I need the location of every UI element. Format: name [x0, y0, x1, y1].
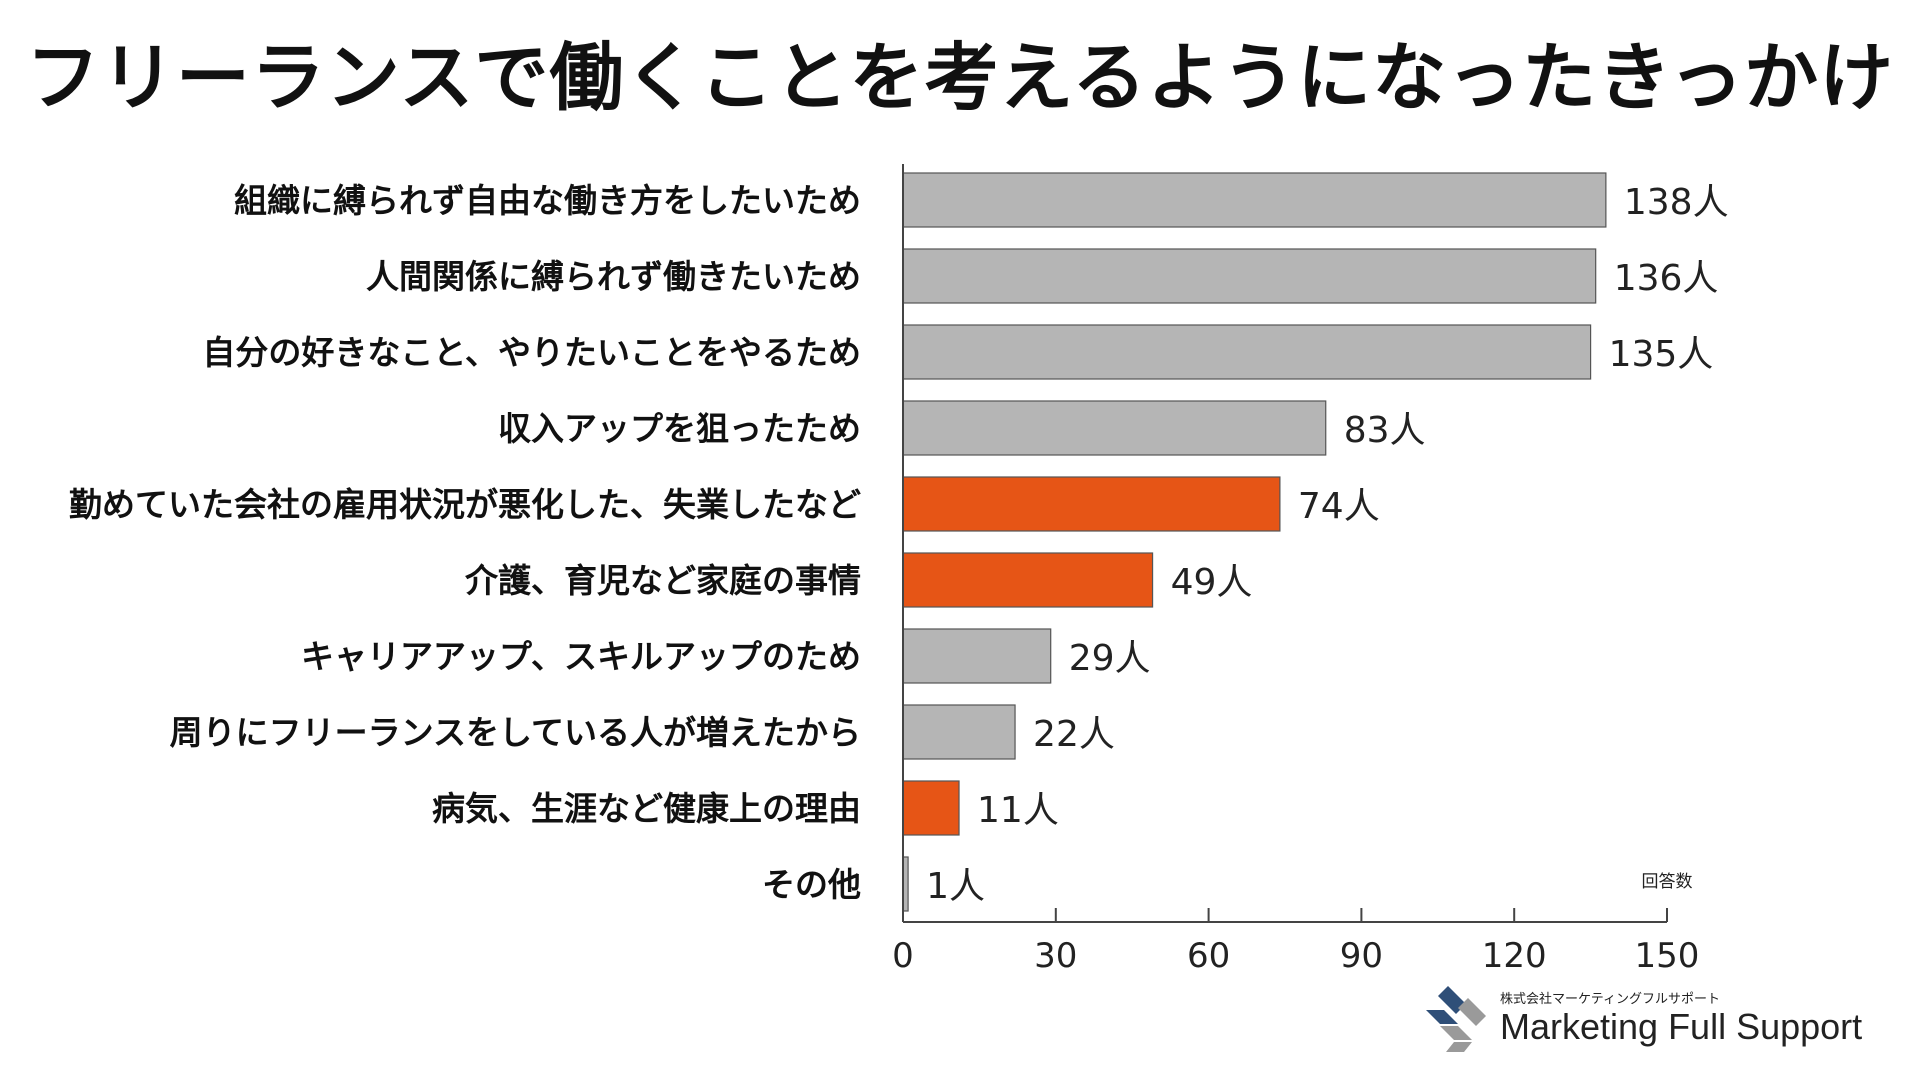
bar — [902, 552, 1154, 608]
data-label: 74人 — [1298, 486, 1380, 527]
x-tick-label: 120 — [1482, 936, 1547, 976]
bar — [902, 704, 1016, 760]
x-tick-label: 90 — [1340, 936, 1383, 976]
x-tick-label: 150 — [1635, 936, 1700, 976]
chart-title: フリーランスで働くことを考えるようになったきっかけ — [25, 35, 1895, 121]
company-logo: 株式会社マーケティングフルサポート Marketing Full Support — [1418, 980, 1898, 1060]
category-label: 病気、生涯など健康上の理由 — [432, 789, 861, 828]
bar — [902, 476, 1281, 532]
x-tick-label: 30 — [1034, 936, 1077, 976]
data-label: 29人 — [1069, 638, 1151, 679]
bar — [902, 628, 1052, 684]
data-label: 83人 — [1344, 410, 1426, 451]
bar — [902, 248, 1597, 304]
x-tick-label: 0 — [892, 936, 914, 976]
category-label: 自分の好きなこと、やりたいことをやるため — [202, 333, 861, 372]
bar — [902, 324, 1592, 380]
category-label: 周りにフリーランスをしている人が増えたから — [170, 713, 861, 752]
category-label: キャリアアップ、スキルアップのため — [301, 637, 861, 676]
x-tick-label: 60 — [1187, 936, 1230, 976]
logo-mark-icon — [1426, 986, 1486, 1052]
category-label: 組織に縛られず自由な働き方をしたいため — [234, 181, 861, 220]
logo-company-name: 株式会社マーケティングフルサポート — [1500, 992, 1720, 1007]
category-label: 人間関係に縛られず働きたいため — [366, 257, 861, 296]
category-label: 介護、育児など家庭の事情 — [465, 561, 861, 600]
data-label: 138人 — [1624, 182, 1729, 223]
logo-brand-name: Marketing Full Support — [1500, 1006, 1863, 1047]
bar — [902, 780, 960, 836]
bar — [902, 400, 1327, 456]
category-label: 収入アップを狙ったため — [498, 409, 861, 448]
data-label: 49人 — [1171, 562, 1253, 603]
data-label: 22人 — [1033, 714, 1115, 755]
bar — [902, 172, 1607, 228]
data-label: 135人 — [1609, 334, 1714, 375]
category-label: その他 — [762, 865, 861, 904]
x-axis-title: 回答数 — [1642, 872, 1693, 892]
data-label: 1人 — [926, 866, 985, 907]
data-label: 11人 — [977, 790, 1059, 831]
category-label: 勤めていた会社の雇用状況が悪化した、失業したなど — [69, 485, 861, 524]
data-label: 136人 — [1614, 258, 1719, 299]
